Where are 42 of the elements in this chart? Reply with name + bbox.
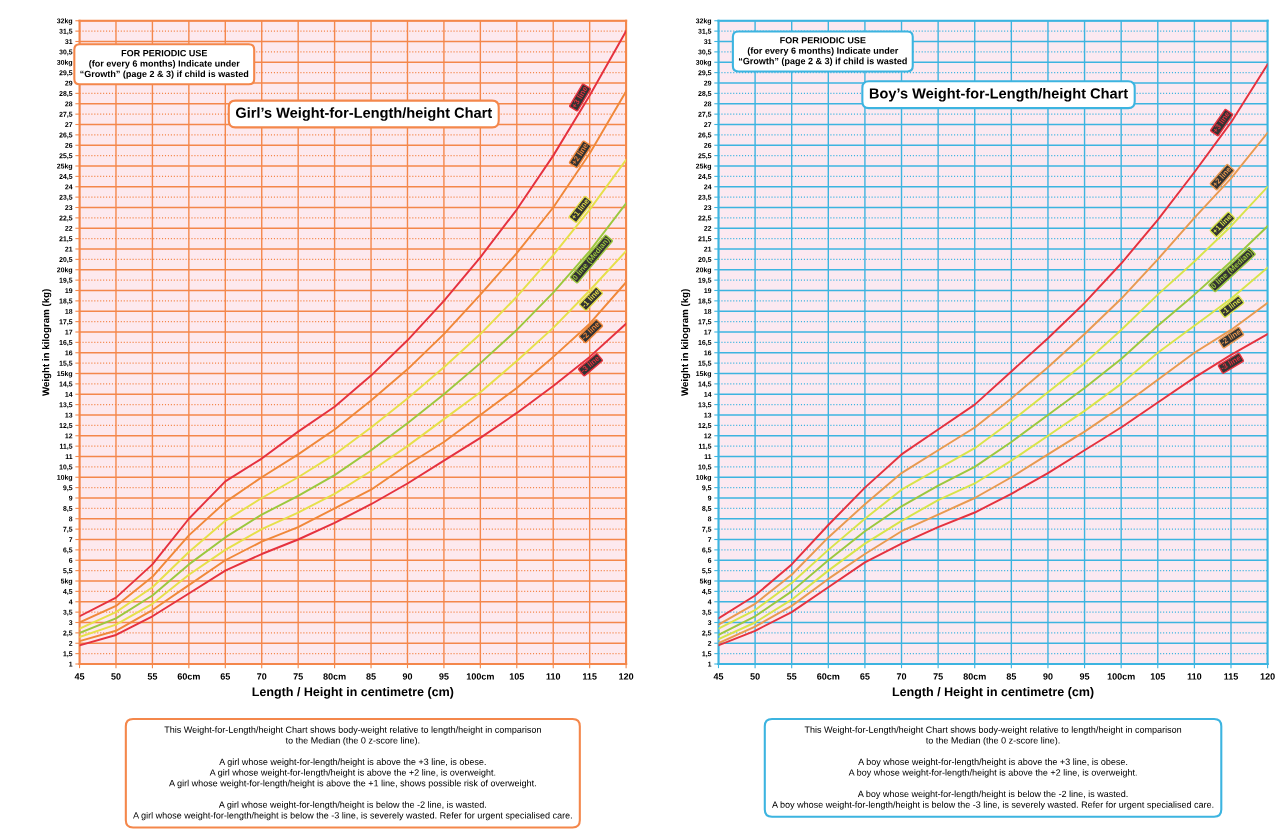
x-tick-label: 120 bbox=[619, 673, 634, 680]
x-tick-label: 55 bbox=[786, 673, 797, 680]
x-tick-label: 80cm bbox=[323, 673, 346, 680]
text: Boy’s Weight-for-Length/height Chart bbox=[869, 87, 1128, 102]
x-tick-label: 85 bbox=[366, 673, 376, 680]
y-axis-title: Weight in kilogram (kg) bbox=[42, 289, 52, 397]
x-tick-label: 70 bbox=[896, 673, 907, 680]
annotation: FOR PERIODIC USE (for every 6 months) Indicate under “Growth” (page 2 & 3) if child is wasted bbox=[738, 37, 907, 67]
x-tick-label: 95 bbox=[1079, 673, 1090, 680]
x-tick-label: 75 bbox=[933, 673, 943, 680]
x-tick-label: 120 bbox=[1260, 673, 1275, 680]
x-axis-title: Length / Height in centimetre (cm) bbox=[892, 687, 1094, 699]
x-tick-label: 105 bbox=[1150, 673, 1166, 680]
x-tick-label: 75 bbox=[293, 673, 303, 680]
x-tick-label: 95 bbox=[439, 673, 449, 680]
x-tick-label: 65 bbox=[860, 673, 870, 680]
x-tick-label: 105 bbox=[509, 673, 525, 680]
x-tick-label: 60cm bbox=[817, 673, 840, 680]
x-tick-label: 65 bbox=[220, 673, 231, 680]
x-tick-label: 110 bbox=[1187, 673, 1202, 680]
x-axis-title: Length / Height in centimetre (cm) bbox=[252, 687, 454, 699]
x-tick-label: 80cm bbox=[963, 673, 986, 680]
x-tick-label: 60cm bbox=[177, 673, 200, 680]
text: This Weight-for-Length/height Chart shows body-weight relative to length/height in comparison to the Median (the 0 z-score line). A girl whose weight-for-length/height is above the +3 line, is obese. A girl whose weight-for-length/height is above the +2 line, is overweight. A girl whose weight-for-length/height is above the +1 line, shows possible risk of overweight. A girl whose weight-for-length/height is below the -2 line, is wasted. A girl whose weight-for-length/height is below the -3 line, is severely wasted. Refer for urgent specialised care. bbox=[133, 726, 572, 821]
x-tick-label: 110 bbox=[546, 673, 561, 680]
x-tick-label: 50 bbox=[750, 673, 760, 680]
text: Girl’s Weight-for-Length/height Chart bbox=[235, 107, 492, 121]
x-tick-label: 90 bbox=[1043, 673, 1053, 680]
x-tick-label: 45 bbox=[713, 673, 724, 680]
x-tick-label: 70 bbox=[257, 673, 267, 680]
annotation: FOR PERIODIC USE (for every 6 months) Indicate under “Growth” (page 2 & 3) if child is wasted bbox=[80, 49, 249, 79]
x-tick-label: 115 bbox=[1224, 673, 1239, 680]
x-tick-label: 100cm bbox=[1107, 673, 1135, 680]
text: This Weight-for-Length/height Chart shows body-weight relative to length/height in comparison to the Median (the 0 z-score line). A boy whose weight-for-length/height is above the +3 line, is obese. A boy whose weight-for-length/height is above the +2 line, is overweight. A boy whose weight-for-length/height is below the -2 line, is wasted. A boy whose weight-for-length/height is below the -3 line, is severely wasted. Refer for urgent specialised care. bbox=[772, 726, 1214, 810]
x-tick-label: 50 bbox=[111, 673, 121, 680]
x-tick-label: 90 bbox=[402, 673, 413, 680]
x-tick-label: 45 bbox=[74, 673, 85, 680]
x-tick-label: 115 bbox=[582, 673, 597, 680]
x-tick-label: 55 bbox=[147, 673, 158, 680]
y-axis-title: Weight in kilogram (kg) bbox=[681, 289, 691, 397]
x-tick-label: 85 bbox=[1006, 673, 1017, 680]
x-tick-label: 100cm bbox=[466, 673, 494, 680]
